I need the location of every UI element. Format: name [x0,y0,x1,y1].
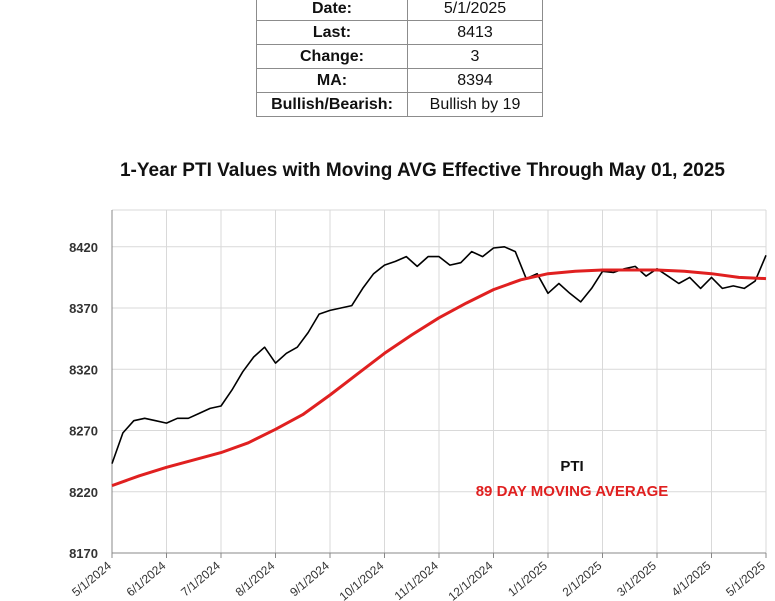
x-tick-label: 5/1/2024 [69,558,114,599]
x-tick-label: 11/1/2024 [392,558,441,601]
summary-key: Last: [256,20,408,45]
x-tick-label: 6/1/2024 [124,558,169,599]
x-tick-label: 2/1/2025 [560,558,605,599]
legend-entry-moving-average: 89 DAY MOVING AVERAGE [476,483,669,500]
x-tick-label: 7/1/2024 [178,558,223,599]
x-tick-label: 8/1/2024 [233,558,278,599]
legend: PTI 89 DAY MOVING AVERAGE [476,458,669,500]
summary-value: 5/1/2025 [407,0,543,21]
chart-title: 1-Year PTI Values with Moving AVG Effect… [119,160,725,181]
summary-row-date: Date: 5/1/2025 [256,0,543,21]
y-tick-label: 8270 [69,424,98,439]
series-line-moving-average [111,268,767,488]
x-axis-ticks: 5/1/2024 6/1/2024 7/1/2024 8/1/2024 9/1/2024… [69,553,768,601]
summary-row-bullish-bearish: Bullish/Bearish: Bullish by 19 [256,92,543,117]
summary-value: 8394 [407,68,543,93]
x-tick-label: 5/1/2025 [723,558,768,599]
y-tick-label: 8320 [69,362,98,377]
summary-value: 8413 [407,20,543,45]
legend-entry-pti: PTI [560,458,583,475]
summary-row-change: Change: 3 [256,44,543,69]
x-tick-label: 10/1/2024 [337,558,387,601]
y-tick-label: 8170 [69,546,98,561]
grid-lines [112,209,767,554]
summary-table: Date: 5/1/2025 Last: 8413 Change: 3 MA: … [256,0,543,117]
x-tick-label: 4/1/2025 [669,558,714,599]
y-axis-ticks: 8170 8220 8270 8320 8370 8420 [69,240,98,561]
x-tick-label: 3/1/2025 [614,558,659,599]
y-tick-label: 8220 [69,485,98,500]
x-tick-label: 12/1/2024 [446,558,496,601]
summary-key: Bullish/Bearish: [256,92,408,117]
x-tick-label: 1/1/2025 [505,558,550,599]
summary-value: Bullish by 19 [407,92,543,117]
summary-value: 3 [407,44,543,69]
summary-row-last: Last: 8413 [256,20,543,45]
summary-row-ma: MA: 8394 [256,68,543,93]
y-tick-label: 8420 [69,240,98,255]
x-tick-label: 9/1/2024 [287,558,332,599]
series-lines [111,246,767,488]
y-tick-label: 8370 [69,301,98,316]
